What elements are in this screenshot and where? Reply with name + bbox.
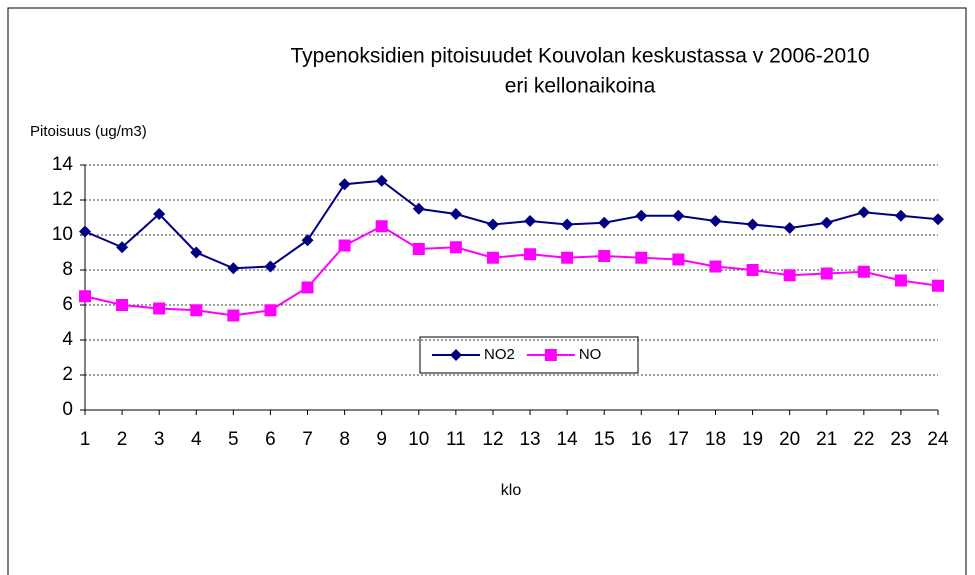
marker — [79, 290, 91, 303]
marker — [79, 225, 91, 238]
x-tick-label: 17 — [668, 429, 689, 450]
x-tick-label: 14 — [557, 429, 579, 450]
marker — [301, 234, 314, 247]
x-tick-label: 11 — [446, 429, 466, 450]
marker — [190, 304, 203, 317]
marker — [932, 279, 944, 292]
series-line — [84, 225, 939, 317]
x-tick-label: 9 — [376, 429, 387, 450]
marker — [598, 250, 611, 262]
marker — [116, 299, 129, 311]
marker — [709, 215, 722, 227]
chart-title: eri kellonaikoina — [505, 75, 656, 98]
x-tick-label: 20 — [779, 429, 800, 450]
y-tick-label: 12 — [52, 189, 73, 210]
x-tick-label: 12 — [482, 429, 503, 450]
x-tick-label: 2 — [117, 429, 128, 450]
x-tick-label: 22 — [853, 429, 874, 450]
marker — [375, 174, 388, 187]
marker — [449, 241, 462, 254]
marker — [746, 218, 759, 231]
marker — [264, 260, 277, 273]
x-axis-label: klo — [501, 482, 522, 499]
marker — [672, 253, 685, 266]
marker — [598, 216, 611, 229]
x-tick-label: 15 — [594, 429, 615, 450]
y-tick-label: 10 — [52, 224, 73, 245]
marker — [746, 264, 759, 276]
marker — [450, 349, 462, 361]
series-line — [84, 179, 939, 270]
x-tick-label: 7 — [302, 429, 313, 450]
marker — [486, 218, 499, 231]
y-tick-label: 4 — [62, 329, 73, 350]
y-tick-label: 8 — [62, 259, 73, 280]
x-tick-label: 1 — [80, 429, 91, 450]
marker — [338, 178, 351, 191]
legend-label: NO2 — [484, 346, 515, 363]
marker — [338, 239, 351, 252]
marker — [857, 265, 870, 278]
x-tick-label: 16 — [631, 429, 652, 450]
marker — [227, 309, 240, 322]
marker — [412, 243, 425, 255]
marker — [820, 267, 833, 280]
marker — [635, 209, 648, 222]
marker — [894, 274, 907, 287]
x-tick-label: 10 — [408, 429, 429, 450]
marker — [524, 215, 537, 227]
x-tick-label: 8 — [339, 429, 350, 450]
marker — [116, 241, 129, 254]
x-tick-label: 23 — [890, 429, 911, 450]
marker — [412, 202, 425, 215]
marker — [449, 208, 462, 220]
marker — [375, 220, 388, 233]
chart-title: Typenoksidien pitoisuudet Kouvolan kesku… — [290, 45, 869, 68]
marker — [153, 302, 166, 315]
marker — [672, 209, 685, 222]
x-tick-label: 19 — [742, 429, 763, 450]
marker — [227, 262, 240, 275]
marker — [635, 251, 648, 264]
marker — [894, 209, 907, 222]
marker — [783, 222, 796, 234]
marker — [561, 218, 574, 231]
chart-frame — [7, 7, 967, 575]
marker — [820, 216, 833, 229]
y-axis-label: Pitoisuus (ug/m3) — [30, 123, 147, 140]
x-tick-label: 4 — [191, 429, 202, 450]
marker — [264, 304, 277, 317]
marker — [561, 251, 574, 264]
y-tick-label: 0 — [62, 399, 73, 420]
marker — [486, 251, 499, 264]
y-tick-label: 2 — [62, 364, 73, 385]
marker — [544, 349, 557, 361]
x-tick-label: 3 — [154, 429, 165, 450]
y-tick-label: 6 — [62, 294, 73, 315]
x-tick-label: 24 — [927, 429, 949, 450]
marker — [932, 213, 944, 226]
marker — [301, 281, 314, 294]
x-tick-label: 13 — [519, 429, 540, 450]
marker — [153, 208, 166, 220]
marker — [783, 269, 796, 282]
marker — [190, 246, 203, 259]
legend-label: NO — [579, 346, 602, 363]
marker — [857, 206, 870, 219]
x-tick-label: 21 — [816, 429, 837, 450]
marker — [524, 248, 537, 261]
x-tick-label: 18 — [705, 429, 726, 450]
x-tick-label: 5 — [228, 429, 239, 450]
marker — [709, 260, 722, 273]
y-tick-label: 14 — [52, 154, 74, 175]
x-tick-label: 6 — [265, 429, 276, 450]
